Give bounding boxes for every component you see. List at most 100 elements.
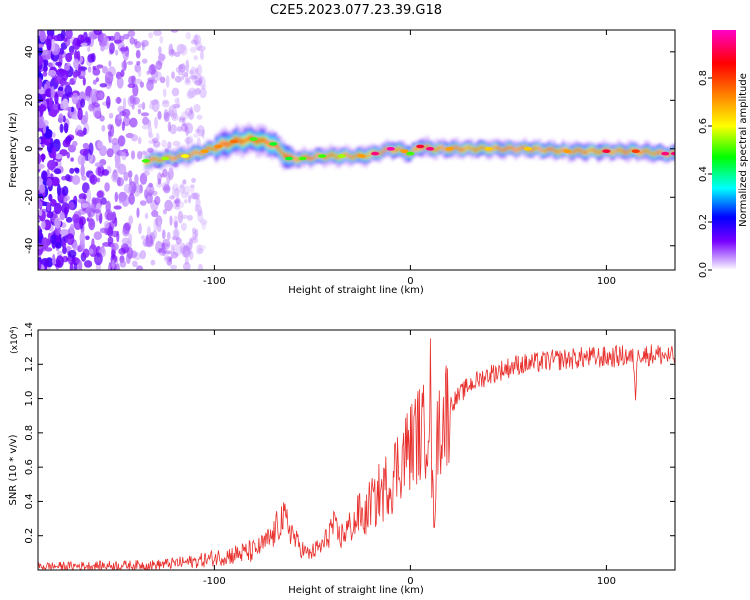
noise-speckle <box>104 71 114 85</box>
noise-speckle <box>86 217 90 222</box>
ridge-peak <box>631 149 640 153</box>
noise-speckle <box>197 244 206 251</box>
ridge-peak <box>445 147 454 151</box>
noise-speckle <box>121 60 128 70</box>
noise-speckle <box>38 43 44 48</box>
noise-speckle <box>177 210 184 224</box>
ridge-peak <box>371 151 380 156</box>
noise-speckle <box>200 218 208 226</box>
noise-speckle <box>172 201 178 209</box>
noise-speckle <box>189 75 198 80</box>
noise-speckle <box>122 200 127 207</box>
noise-speckle <box>92 79 97 85</box>
noise-speckle <box>130 150 136 160</box>
noise-speckle <box>181 111 189 120</box>
noise-speckle <box>137 136 142 145</box>
noise-speckle <box>77 260 83 270</box>
noise-speckle <box>155 132 160 142</box>
noise-speckle <box>159 35 164 44</box>
noise-speckle <box>93 30 103 36</box>
snr-x-tick-label: 100 <box>597 576 616 587</box>
noise-speckle <box>84 36 91 43</box>
noise-speckle <box>62 246 67 254</box>
noise-speckle <box>180 222 187 231</box>
noise-speckle <box>115 263 120 270</box>
noise-speckle <box>69 262 74 270</box>
noise-speckle <box>139 172 148 185</box>
noise-speckle <box>77 198 86 204</box>
noise-speckle <box>181 123 188 132</box>
noise-speckle <box>189 184 195 189</box>
noise-speckle <box>170 112 179 121</box>
noise-speckle <box>185 126 189 137</box>
noise-speckle <box>193 103 201 113</box>
ridge-peak <box>602 149 611 153</box>
noise-speckle <box>106 148 114 158</box>
noise-speckle <box>145 184 155 196</box>
noise-speckle <box>39 30 46 43</box>
noise-speckle <box>122 97 127 110</box>
noise-speckle <box>188 195 192 204</box>
noise-speckle <box>148 32 154 39</box>
ridge-peak <box>214 144 223 149</box>
noise-speckle <box>48 62 53 68</box>
noise-speckle <box>65 216 73 223</box>
heatmap-frame <box>37 29 676 271</box>
noise-speckle <box>180 214 189 219</box>
noise-speckle <box>77 107 83 121</box>
noise-speckle <box>68 45 75 54</box>
noise-speckle <box>121 121 125 131</box>
noise-speckle <box>111 242 119 251</box>
noise-speckle <box>165 256 173 261</box>
noise-speckle <box>43 128 53 139</box>
ridge-peak <box>249 137 258 141</box>
noise-speckle <box>107 236 114 245</box>
noise-speckle <box>134 78 142 85</box>
noise-speckle <box>162 99 169 105</box>
noise-speckle <box>48 109 58 117</box>
noise-speckle <box>78 216 87 226</box>
ridge-peak <box>406 151 415 156</box>
noise-speckle <box>83 127 87 136</box>
noise-speckle <box>50 234 57 245</box>
noise-speckle <box>42 71 48 77</box>
ridge-peak <box>524 147 532 151</box>
noise-speckle <box>201 129 205 139</box>
noise-speckle <box>51 132 56 138</box>
noise-speckle <box>187 214 193 221</box>
noise-speckle <box>46 38 52 51</box>
noise-speckle <box>175 67 180 73</box>
noise-speckle <box>131 104 135 110</box>
noise-speckle <box>165 75 170 88</box>
noise-speckle <box>59 212 66 221</box>
ridge-peak <box>661 151 670 156</box>
noise-speckle <box>66 233 75 246</box>
heatmap-x-tick-label: 100 <box>597 276 616 287</box>
noise-speckle <box>41 220 46 230</box>
noise-speckle <box>159 76 166 84</box>
noise-speckle <box>141 42 145 51</box>
noise-speckle <box>149 103 155 110</box>
noise-speckle <box>124 222 132 231</box>
snr-x-tick-label: 0 <box>407 576 413 587</box>
noise-speckle <box>46 201 51 212</box>
noise-speckle <box>195 244 203 255</box>
noise-speckle <box>71 92 79 105</box>
noise-speckle <box>193 55 198 61</box>
noise-speckle <box>135 49 141 59</box>
noise-speckle <box>101 125 106 132</box>
noise-speckle <box>60 229 69 236</box>
noise-speckle <box>158 248 162 253</box>
noise-speckle <box>198 75 206 88</box>
noise-speckle <box>195 67 199 74</box>
noise-speckle <box>166 171 171 185</box>
noise-speckle <box>175 237 182 245</box>
noise-speckle <box>51 176 60 187</box>
noise-speckle <box>92 102 101 108</box>
noise-speckle <box>38 225 41 231</box>
noise-speckle <box>50 86 55 99</box>
noise-speckle <box>178 63 186 73</box>
noise-speckle <box>56 183 61 197</box>
noise-speckle <box>104 220 110 229</box>
noise-speckle <box>63 197 68 203</box>
